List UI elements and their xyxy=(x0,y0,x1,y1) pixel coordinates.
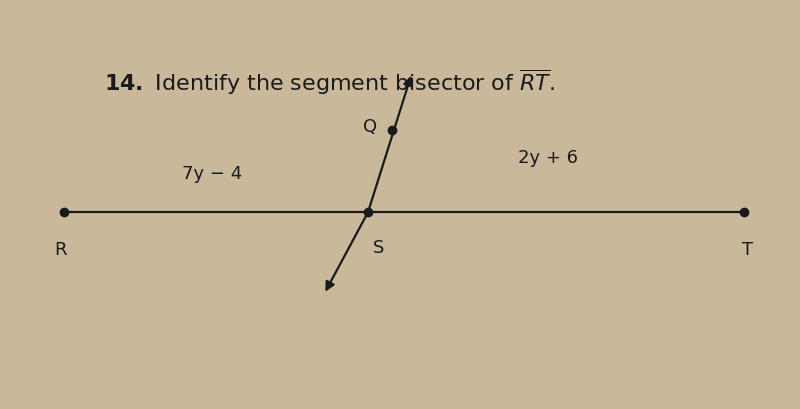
Text: 7y − 4: 7y − 4 xyxy=(182,165,242,183)
Text: T: T xyxy=(742,240,754,258)
Text: Q: Q xyxy=(362,118,377,136)
Text: S: S xyxy=(373,238,384,256)
Text: 2y + 6: 2y + 6 xyxy=(518,148,578,166)
Text: $\mathbf{14.}$ Identify the segment bisector of $\overline{RT}$.: $\mathbf{14.}$ Identify the segment bise… xyxy=(104,67,555,97)
Text: R: R xyxy=(54,240,66,258)
